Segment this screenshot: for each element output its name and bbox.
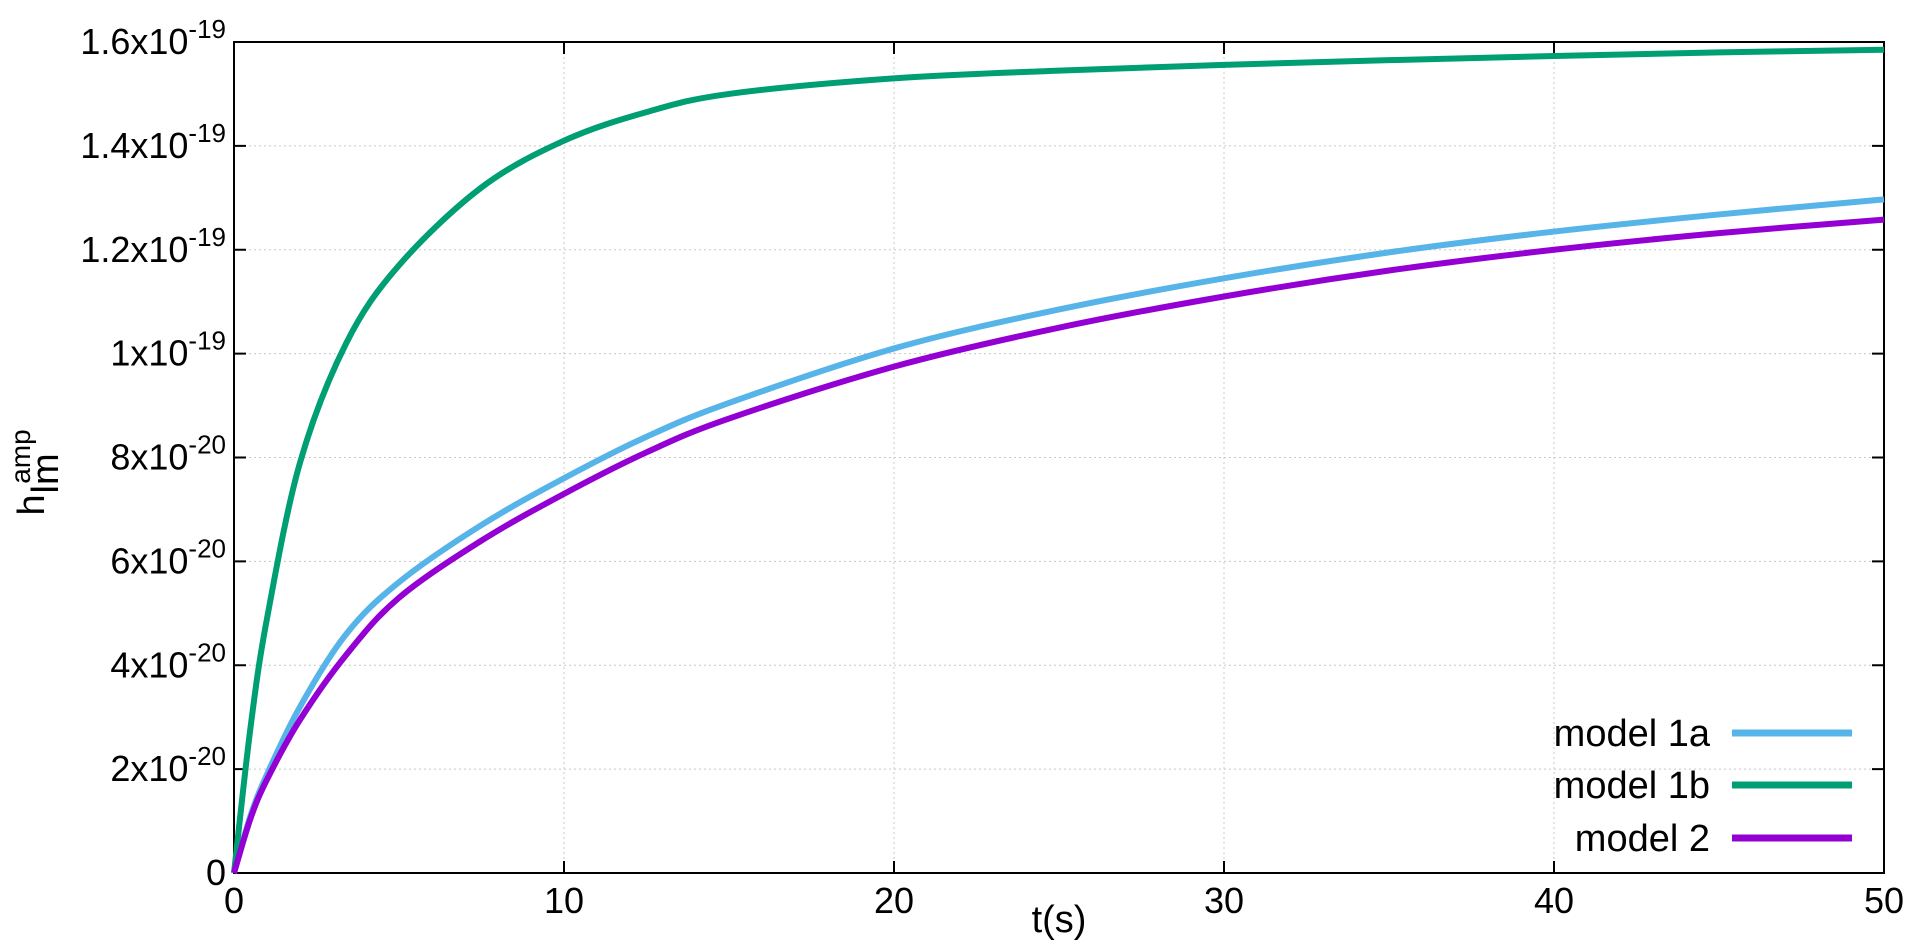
y-tick-label: 1x10-19 xyxy=(110,326,226,374)
y-tick-mantissa: 1x10 xyxy=(110,333,188,374)
legend-label: model 1b xyxy=(1554,765,1710,807)
y-tick-mantissa: 1.2x10 xyxy=(80,229,188,270)
legend-label: model 1a xyxy=(1554,713,1711,755)
y-tick-mantissa: 2x10 xyxy=(110,748,188,789)
y-tick-exponent: -20 xyxy=(188,637,226,667)
y-axis-label-base: h xyxy=(11,494,53,515)
y-tick-exponent: -19 xyxy=(188,14,226,44)
series-lines xyxy=(231,46,1885,874)
y-tick-exponent: -19 xyxy=(188,118,226,148)
y-tick-exponent: -19 xyxy=(188,222,226,252)
series-line-model-1b xyxy=(231,46,1885,874)
y-tick-label: 8x10-20 xyxy=(110,430,226,478)
y-tick-exponent: -20 xyxy=(188,533,226,563)
x-tick-label: 20 xyxy=(874,880,914,921)
y-tick-label: 1.2x10-19 xyxy=(80,222,226,270)
x-axis-label: t(s) xyxy=(1032,899,1087,940)
y-tick-exponent: -20 xyxy=(188,741,226,771)
axis-ticks: 0 10 20 30 40 5002x10-204x10-206x10-208x10-20… xyxy=(80,14,1904,921)
y-axis-label-subscript: lm xyxy=(25,453,67,493)
x-tick-label: 40 xyxy=(1534,880,1574,921)
x-tick-label: 0 xyxy=(224,880,244,921)
y-tick-mantissa: 4x10 xyxy=(110,644,188,685)
y-tick-mantissa: 6x10 xyxy=(110,540,188,581)
x-tick-label: 50 xyxy=(1864,880,1904,921)
y-tick-label: 4x10-20 xyxy=(110,637,226,685)
x-tick-label: 10 xyxy=(544,880,584,921)
y-axis-label-superscript: amp xyxy=(5,429,36,483)
legend: model 1a model 1b model 2 xyxy=(1554,713,1852,860)
series-line-model-2 xyxy=(231,216,1885,874)
y-tick-mantissa: 1.4x10 xyxy=(80,125,188,166)
series-line-model-1a xyxy=(231,196,1885,874)
y-tick-exponent: -19 xyxy=(188,326,226,356)
x-tick-label: 30 xyxy=(1204,880,1244,921)
grid-lines xyxy=(234,42,1884,873)
y-tick-label: 6x10-20 xyxy=(110,533,226,581)
y-tick-label: 0 xyxy=(206,852,226,893)
legend-label: model 2 xyxy=(1575,818,1710,860)
y-tick-mantissa: 8x10 xyxy=(110,437,188,478)
y-tick-label: 2x10-20 xyxy=(110,741,226,789)
y-tick-label: 1.4x10-19 xyxy=(80,118,226,166)
y-tick-exponent: -20 xyxy=(188,430,226,460)
y-axis-label: h amp xyxy=(5,429,53,515)
y-tick-label: 1.6x10-19 xyxy=(80,14,226,62)
y-tick-mantissa: 0 xyxy=(206,852,226,893)
y-tick-mantissa: 1.6x10 xyxy=(80,21,188,62)
